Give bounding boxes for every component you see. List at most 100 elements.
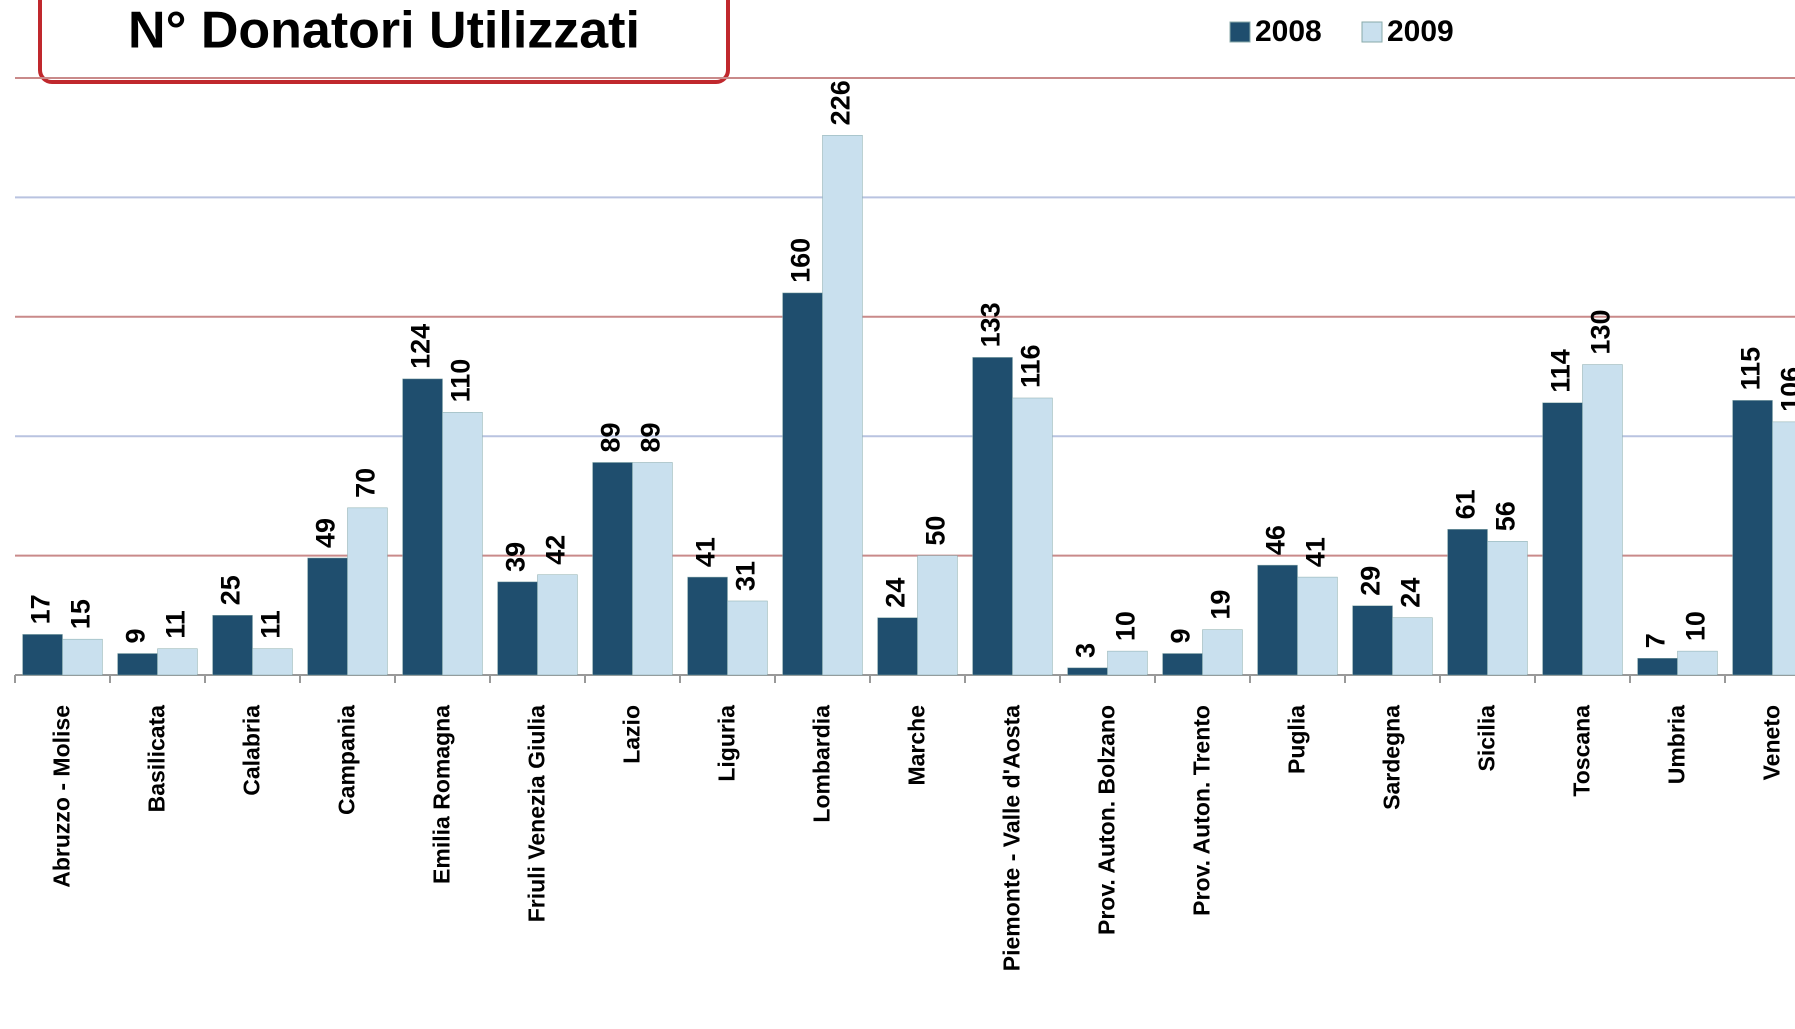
bar [782, 292, 823, 676]
x-tick-label: Marche [904, 705, 930, 786]
x-tick-label: Abruzzo - Molise [49, 705, 75, 888]
data-label: 11 [161, 610, 191, 639]
bar [22, 634, 63, 676]
data-label: 114 [1546, 349, 1576, 393]
data-label: 24 [881, 578, 911, 608]
data-label: 10 [1111, 611, 1141, 641]
bar [972, 357, 1013, 676]
bar [1677, 650, 1718, 676]
x-tick-label: Lombardia [809, 705, 835, 823]
bar [727, 600, 768, 676]
data-label: 29 [1356, 566, 1386, 596]
data-label: 56 [1491, 501, 1521, 531]
x-tick-label: Friuli Venezia Giulia [524, 705, 550, 922]
data-label: 89 [596, 422, 626, 452]
bar [822, 135, 863, 676]
bar [1352, 605, 1393, 676]
bar [157, 648, 198, 676]
data-label: 15 [66, 599, 96, 629]
bar [1012, 397, 1053, 676]
data-label: 50 [921, 516, 951, 546]
bar [442, 412, 483, 676]
bar [117, 653, 158, 676]
data-label: 89 [636, 422, 666, 452]
data-label: 130 [1586, 309, 1616, 354]
data-label: 49 [311, 518, 341, 548]
data-label: 124 [406, 324, 436, 369]
bar [62, 638, 103, 676]
data-label: 39 [501, 542, 531, 572]
x-tick-label: Liguria [714, 705, 740, 782]
data-label: 25 [216, 575, 246, 605]
title-box [38, 0, 730, 84]
x-tick-label: Prov. Auton. Trento [1189, 705, 1215, 916]
legend-label: 2009 [1387, 15, 1454, 48]
data-label: 41 [1301, 537, 1331, 567]
bar [1202, 629, 1243, 676]
data-label: 9 [121, 628, 151, 643]
data-label: 19 [1206, 590, 1236, 620]
bar [917, 555, 958, 676]
data-label: 226 [826, 80, 856, 125]
x-tick-label: Sardegna [1379, 705, 1405, 810]
data-label: 133 [976, 302, 1006, 347]
bar [1297, 576, 1338, 676]
bar [877, 617, 918, 676]
bar [497, 581, 538, 676]
data-label: 116 [1016, 344, 1046, 388]
bar [347, 507, 388, 676]
data-label: 61 [1451, 489, 1481, 519]
data-label: 24 [1396, 578, 1426, 608]
bar [1257, 564, 1298, 676]
x-tick-label: Lazio [619, 705, 645, 764]
data-label: 3 [1071, 643, 1101, 658]
chart-title: N° Donatori Utilizzati [128, 2, 640, 60]
x-tick-label: Campania [334, 705, 360, 815]
data-label: 110 [446, 359, 476, 403]
bar [1637, 658, 1678, 676]
x-tick-label: Prov. Auton. Bolzano [1094, 705, 1120, 935]
x-tick-label: Piemonte - Valle d'Aosta [999, 705, 1025, 971]
data-label: 31 [731, 561, 761, 591]
data-label: 7 [1641, 633, 1671, 648]
bar [1487, 541, 1528, 676]
bar [1582, 364, 1623, 676]
x-tick-label: Calabria [239, 705, 265, 796]
data-label: 9 [1166, 628, 1196, 643]
x-tick-label: Basilicata [144, 705, 170, 813]
bar [1107, 650, 1148, 676]
bar [212, 615, 253, 676]
data-label: 46 [1261, 525, 1291, 555]
x-tick-label: Umbria [1664, 705, 1690, 784]
bar [1447, 529, 1488, 676]
bar [1392, 617, 1433, 676]
bar [252, 648, 293, 676]
x-tick-label: Emilia Romagna [429, 705, 455, 884]
x-tick-label: Puglia [1284, 705, 1310, 774]
bar [1542, 402, 1583, 676]
bar [1772, 421, 1795, 676]
x-tick-label: Toscana [1569, 705, 1595, 797]
bar [687, 576, 728, 676]
bar [1162, 653, 1203, 676]
data-label: 160 [786, 238, 816, 283]
data-label: 70 [351, 468, 381, 498]
legend-swatch [1229, 21, 1251, 43]
bar [632, 462, 673, 676]
data-label: 10 [1681, 611, 1711, 641]
data-label: 11 [256, 610, 286, 639]
bar [307, 557, 348, 676]
bar [1732, 400, 1773, 676]
legend-swatch [1361, 21, 1383, 43]
data-label: 42 [541, 535, 571, 565]
x-tick-label: Veneto [1759, 705, 1785, 780]
data-label: 41 [691, 537, 721, 567]
bar [537, 574, 578, 676]
bar [592, 462, 633, 676]
bar [402, 378, 443, 676]
x-tick-label: Sicilia [1474, 705, 1500, 772]
bar [1067, 667, 1108, 676]
data-label: 115 [1736, 347, 1766, 391]
legend-label: 2008 [1255, 15, 1322, 48]
